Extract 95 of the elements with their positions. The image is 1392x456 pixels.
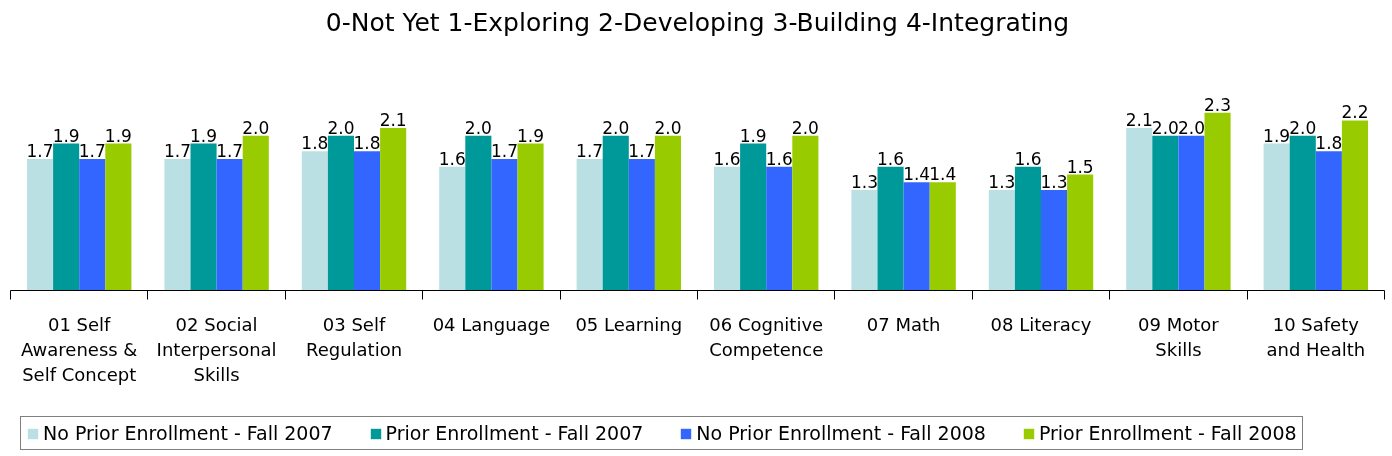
data-label: 1.5 xyxy=(1066,156,1094,177)
data-label: 2.0 xyxy=(242,117,270,138)
x-tick-label: 05 Learning xyxy=(575,313,683,335)
data-label: 1.7 xyxy=(163,141,191,162)
data-label: 2.1 xyxy=(1125,110,1153,131)
bar xyxy=(740,143,767,291)
data-label: 2.0 xyxy=(1151,117,1179,138)
bar xyxy=(1289,135,1316,291)
data-label: 2.0 xyxy=(654,117,682,138)
bar xyxy=(1067,174,1094,291)
data-label: 2.0 xyxy=(327,117,355,138)
data-label: 1.6 xyxy=(713,148,741,169)
bar xyxy=(327,135,354,291)
bar xyxy=(628,159,655,291)
data-label: 2.0 xyxy=(1289,117,1317,138)
bar xyxy=(576,159,603,291)
chart-title: 0-Not Yet 1-Exploring 2-Developing 3-Building 4-Integrating xyxy=(325,7,1070,37)
bar xyxy=(654,135,682,291)
data-label: 1.6 xyxy=(765,148,793,169)
data-label: 1.7 xyxy=(628,141,656,162)
x-tick-label: 09 Motor Skills xyxy=(1138,313,1220,360)
data-label: 1.7 xyxy=(576,141,604,162)
bar xyxy=(1126,128,1153,291)
x-tick-label: 02 Social Interpersonal Skills xyxy=(156,313,277,385)
bar xyxy=(877,166,904,291)
x-tick-label: 08 Literacy xyxy=(990,313,1092,335)
data-label: 1.9 xyxy=(52,125,80,146)
bar xyxy=(242,135,269,291)
bar xyxy=(1014,166,1041,291)
bar xyxy=(354,151,381,291)
legend-label: No Prior Enrollment - Fall 2008 xyxy=(696,422,986,444)
data-label: 2.2 xyxy=(1341,102,1369,123)
data-label: 1.6 xyxy=(438,148,466,169)
bar xyxy=(792,135,819,291)
bar xyxy=(766,166,793,291)
data-label: 1.3 xyxy=(850,171,878,192)
bar xyxy=(105,143,132,291)
data-label: 1.9 xyxy=(739,125,767,146)
bar xyxy=(380,128,407,291)
bar xyxy=(216,159,243,291)
bar xyxy=(713,166,741,291)
bar xyxy=(903,182,930,291)
x-tick-label: 01 Self Awareness & Self Concept xyxy=(20,313,138,385)
data-label: 1.7 xyxy=(490,141,518,162)
bar xyxy=(1315,151,1342,291)
legend-label: No Prior Enrollment - Fall 2007 xyxy=(43,422,333,444)
bar xyxy=(929,182,956,291)
bar xyxy=(79,159,106,291)
bar xyxy=(1041,189,1068,291)
data-label: 1.8 xyxy=(301,133,329,154)
data-label: 1.8 xyxy=(353,133,381,154)
legend-label: Prior Enrollment - Fall 2007 xyxy=(385,422,644,444)
data-label: 1.9 xyxy=(104,125,132,146)
data-label: 1.3 xyxy=(988,171,1016,192)
data-label: 1.7 xyxy=(26,141,54,162)
x-tick-label: 06 Cognitive Competence xyxy=(709,313,824,360)
bar xyxy=(602,135,629,291)
data-label: 1.9 xyxy=(190,125,218,146)
x-tick-label: 07 Math xyxy=(866,313,941,335)
bar xyxy=(53,143,80,291)
bar xyxy=(26,159,54,291)
bar xyxy=(1152,135,1179,291)
bar xyxy=(851,189,878,291)
data-label: 1.6 xyxy=(1014,148,1042,169)
bar xyxy=(1204,112,1231,291)
bar xyxy=(517,143,544,291)
data-label: 1.8 xyxy=(1315,133,1343,154)
bar xyxy=(491,159,518,291)
data-label: 2.3 xyxy=(1204,94,1232,115)
data-label: 1.4 xyxy=(903,164,931,185)
bar xyxy=(190,143,217,291)
data-label: 2.0 xyxy=(1177,117,1205,138)
data-label: 2.0 xyxy=(602,117,630,138)
data-label: 1.9 xyxy=(517,125,545,146)
x-tick-label: 04 Language xyxy=(432,313,551,335)
data-label: 1.6 xyxy=(877,148,905,169)
data-label: 2.0 xyxy=(464,117,492,138)
x-tick-label: 10 Safety and Health xyxy=(1266,313,1366,360)
data-label: 2.0 xyxy=(791,117,819,138)
bar xyxy=(988,189,1015,291)
bar xyxy=(1263,143,1290,291)
data-label: 1.4 xyxy=(929,164,957,185)
bar xyxy=(439,166,466,291)
bar xyxy=(164,159,191,291)
data-label: 1.9 xyxy=(1263,125,1291,146)
bar xyxy=(301,151,328,291)
bar xyxy=(1341,120,1369,291)
bar xyxy=(1178,135,1205,291)
data-label: 1.3 xyxy=(1040,171,1068,192)
bar xyxy=(465,135,492,291)
x-tick-label: 03 Self Regulation xyxy=(305,313,403,360)
data-label: 1.7 xyxy=(216,141,244,162)
data-label: 1.7 xyxy=(78,141,106,162)
data-label: 2.1 xyxy=(379,110,407,131)
legend-label: Prior Enrollment - Fall 2008 xyxy=(1038,422,1297,444)
